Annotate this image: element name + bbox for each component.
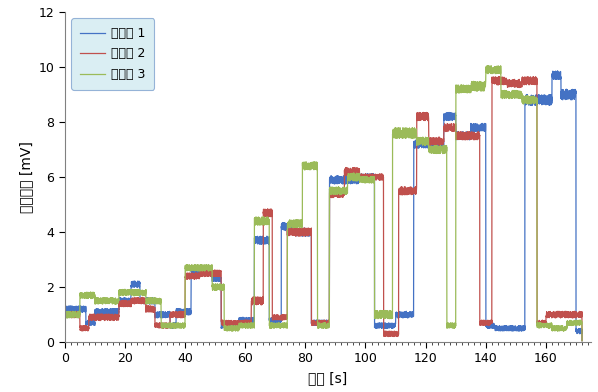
Line: 시험체 3: 시험체 3 [65, 66, 582, 341]
시험체 2 [578, 338, 585, 343]
시험체 3 [155, 299, 162, 303]
시험체 1 [398, 315, 405, 319]
시험체 1 [550, 69, 557, 73]
시험체 2 [447, 127, 454, 132]
시험체 1 [259, 240, 266, 244]
X-axis label: 시간 [s]: 시간 [s] [309, 371, 347, 385]
시험체 1 [578, 338, 585, 343]
시험체 3 [398, 131, 405, 136]
시험체 2 [155, 322, 162, 327]
시험체 1 [61, 308, 68, 312]
Line: 시험체 1: 시험체 1 [65, 71, 582, 341]
Legend: 시험체 1, 시험체 2, 시험체 3: 시험체 1, 시험체 2, 시험체 3 [71, 18, 154, 90]
시험체 1 [447, 117, 454, 122]
시험체 3 [371, 310, 379, 315]
시험체 2 [259, 299, 266, 303]
시험체 2 [371, 175, 379, 180]
시험체 2 [530, 74, 537, 79]
시험체 2 [486, 319, 493, 324]
시험체 1 [371, 324, 379, 329]
시험체 3 [61, 313, 68, 318]
Line: 시험체 2: 시험체 2 [65, 77, 582, 341]
시험체 3 [487, 64, 495, 68]
시험체 3 [486, 65, 493, 69]
시험체 3 [259, 219, 266, 224]
시험체 3 [578, 338, 585, 343]
시험체 2 [61, 312, 68, 316]
시험체 1 [155, 314, 162, 319]
시험체 1 [486, 323, 493, 328]
시험체 3 [447, 325, 454, 330]
Y-axis label: 원토전압 [mV]: 원토전압 [mV] [19, 141, 33, 213]
시험체 2 [398, 185, 405, 190]
